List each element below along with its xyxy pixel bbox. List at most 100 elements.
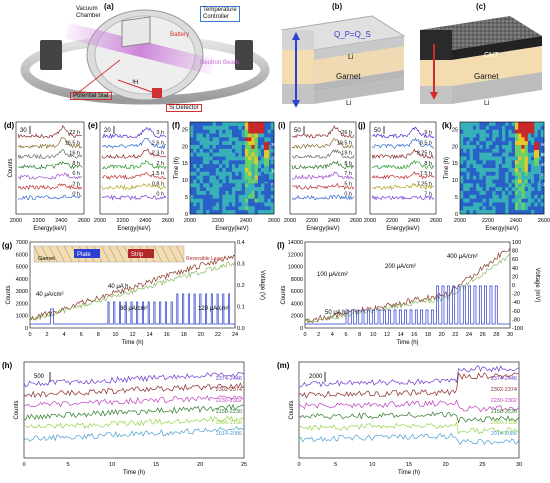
- spectrum-trace: [17, 183, 83, 191]
- x-tick-label: 2600: [430, 218, 442, 224]
- neutron-beam-label: Neutron Beam: [200, 60, 239, 66]
- y-axis-label: Counts: [8, 158, 14, 177]
- trace-label: 7.25 h: [417, 181, 432, 187]
- x-tick-label: 16: [164, 332, 170, 338]
- y2-tick-label: 0.0: [237, 326, 245, 332]
- y-axis-label: Counts: [281, 285, 287, 304]
- y2-tick-label: 40: [512, 266, 518, 272]
- x-tick-label: 14: [398, 332, 404, 338]
- trace-label: 0 h: [72, 192, 80, 198]
- x-tick-label: 18: [425, 332, 431, 338]
- x-tick-label: 24: [466, 332, 472, 338]
- counts-trace-2: [29, 260, 236, 321]
- spectrum-trace: [291, 160, 355, 170]
- spectrum-trace: [291, 125, 355, 139]
- garnet-strip-schematic: [33, 245, 185, 263]
- spectrum-trace: [371, 137, 435, 149]
- x-tick-label: 16: [411, 332, 417, 338]
- x-tick-label: 4: [331, 332, 334, 338]
- c-bottom-li: Li: [484, 100, 490, 107]
- spectrum-trace: [17, 194, 83, 200]
- x-tick-label: 2400: [139, 218, 151, 224]
- heatmap-cells: [460, 122, 545, 215]
- plot-frame: [289, 121, 357, 215]
- x-axis-label: Time (h): [398, 470, 420, 476]
- plot-frame: [29, 241, 236, 329]
- b-top-li: Li: [348, 54, 354, 61]
- band-trace: [298, 411, 520, 424]
- qp-qs-annotation: Q_P=Q_S: [334, 30, 371, 39]
- y-tick-label: 3000: [16, 289, 28, 295]
- x-tick-label: 10: [370, 332, 376, 338]
- panel-label-c: (c): [476, 2, 486, 11]
- band-trace: [298, 372, 520, 399]
- band-trace: [23, 382, 245, 399]
- x-tick-label: 20: [439, 332, 445, 338]
- plot-frame: [23, 361, 245, 459]
- reversible-layer-label: Reversible Layer: [186, 256, 224, 262]
- y-tick-label: 0: [455, 212, 458, 218]
- x-tick-label: 2200: [33, 218, 45, 224]
- trace-label: 7.5 h: [420, 171, 432, 177]
- trace-label: 19 h: [341, 151, 352, 157]
- panel-g: (g) 0 1000 2000 3000 4000 5000 6000 7000 0.0 0.1 0.…: [2, 240, 265, 346]
- counts-trace: [304, 247, 511, 324]
- scale-bar-label: 50: [374, 128, 381, 134]
- x-tick-label: 10: [109, 462, 115, 468]
- potential-stat-label: Potential Stat: [70, 92, 112, 100]
- trace-label: 8 h: [344, 161, 352, 167]
- x-tick-label: 30: [516, 462, 522, 468]
- panel-l: (l)02000400060008000100001200014000-100-…: [277, 240, 540, 346]
- x-tick-label: 2600: [162, 218, 174, 224]
- x-tick-label: 5: [66, 462, 69, 468]
- x-tick-label: 2200: [117, 218, 129, 224]
- scale-bar-label: 2000: [309, 374, 323, 380]
- x-tick-label: 25: [479, 462, 485, 468]
- x-tick-label: 6: [80, 332, 83, 338]
- y2-tick-label: -100: [512, 326, 523, 332]
- x-tick-label: 2600: [78, 218, 90, 224]
- trace-label: 8 h: [424, 161, 432, 167]
- y-tick-label: 20: [452, 144, 458, 150]
- x-tick-label: 10: [112, 332, 118, 338]
- y-tick-label: 6000: [291, 289, 303, 295]
- y-tick-label: 0: [25, 326, 28, 332]
- colorbar-segment: [264, 158, 269, 166]
- x-tick-label: 22: [452, 332, 458, 338]
- counts-trace: [29, 254, 236, 321]
- trace-label: 9 h: [424, 130, 432, 136]
- garnet-label: Garnet: [38, 256, 55, 262]
- colorbar-segment: [264, 166, 269, 174]
- x-axis-label: Energy(keV): [215, 226, 248, 232]
- b-garnet: Garnet: [336, 72, 361, 81]
- band-label: 2230-2302: [216, 398, 242, 404]
- y-axis-label: Counts: [14, 400, 20, 419]
- colorbar-segment: [534, 150, 539, 158]
- x-tick-label: 20: [198, 332, 204, 338]
- voltage-trace: [305, 285, 510, 325]
- band-trace: [298, 399, 520, 413]
- y2-tick-label: 0.1: [237, 305, 245, 311]
- band-label: 2086-2158: [216, 420, 242, 426]
- panel-label-d: (d): [4, 121, 15, 130]
- y-tick-label: 2000: [291, 314, 303, 320]
- plot-frame: [304, 241, 511, 329]
- spectrum-trace: [101, 182, 167, 190]
- trace-label: 16.5 h: [65, 140, 80, 146]
- panel-label-m: (m): [277, 361, 290, 370]
- x-tick-label: 22: [215, 332, 221, 338]
- current-label-2: 200 μA/cm²: [385, 264, 416, 270]
- vacuum-chamber-label: Vacuum Chamber: [76, 6, 101, 19]
- panel-label-a: (a): [104, 2, 114, 11]
- x-tick-label: 10: [369, 462, 375, 468]
- y-tick-label: 0: [185, 212, 188, 218]
- colorbar-segment: [264, 150, 269, 158]
- trace-label: 2 h: [156, 161, 164, 167]
- y2-tick-label: -40: [512, 300, 520, 306]
- x-tick-label: 4: [63, 332, 66, 338]
- current-label-4: 50 μA h: [325, 310, 345, 316]
- scale-bar-label: 30: [20, 128, 27, 134]
- colorbar-tick: 0: [271, 182, 274, 187]
- trace-label: 5 h: [344, 181, 352, 187]
- x-tick-label: 5: [334, 462, 337, 468]
